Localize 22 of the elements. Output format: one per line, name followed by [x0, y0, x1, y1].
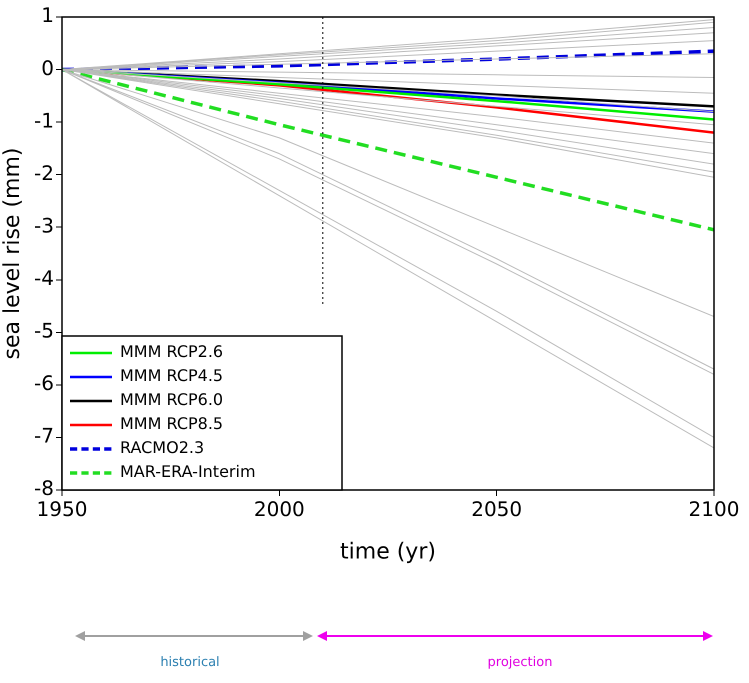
x-axis-title: time (yr)	[340, 540, 436, 565]
text: projection	[486, 655, 554, 670]
legend-label: MMM RCP6.0	[120, 390, 224, 410]
y-axis-title: sea level rise (mm)	[0, 148, 25, 360]
legend-label: RACMO2.3	[120, 438, 204, 458]
x-tick-label: 2100	[688, 497, 740, 522]
x-tick-label: 2000	[254, 497, 305, 522]
y-tick-label: -1	[34, 108, 54, 132]
y-tick-label: -2	[34, 160, 54, 185]
y-tick-label: 1	[41, 3, 54, 28]
y-tick-label: -7	[34, 424, 54, 448]
y-tick-label: 0	[41, 56, 54, 80]
x-tick-label: 2050	[471, 497, 522, 522]
y-tick-label: -5	[34, 318, 54, 343]
legend-label: MAR-ERA-Interim	[120, 462, 256, 482]
y-tick-label: -4	[34, 266, 54, 290]
legend-label: MMM RCP8.5	[120, 414, 224, 434]
legend-label: MMM RCP2.6	[120, 342, 224, 362]
y-tick-label: -3	[34, 213, 54, 238]
text: historical	[159, 655, 221, 670]
y-tick-label: -6	[34, 371, 54, 396]
legend-label: MMM RCP4.5	[120, 366, 224, 386]
